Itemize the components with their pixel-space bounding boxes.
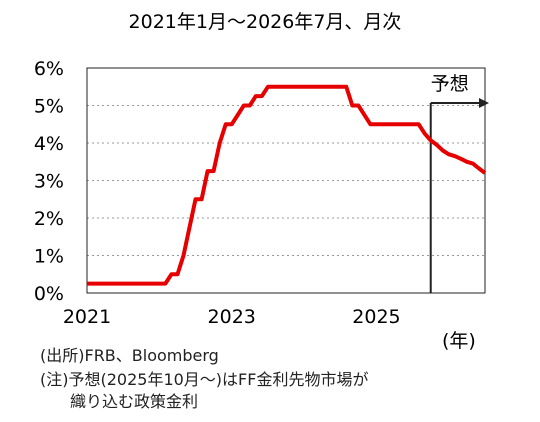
footnote-line-1: (注)予想(2025年10月～)はFF金利先物市場が [40, 370, 369, 389]
y-tick-label: 6% [34, 58, 64, 80]
x-tick-label: 2025 [352, 306, 400, 328]
y-tick-label: 3% [34, 171, 64, 193]
y-tick-label: 2% [34, 208, 64, 230]
gridlines [87, 105, 485, 256]
y-tick-label: 4% [34, 133, 64, 155]
footnote-line-2: 織り込む政策金利 [70, 392, 199, 411]
forecast-label: 予想 [431, 73, 469, 95]
y-tick-label: 1% [34, 246, 64, 268]
y-tick-label: 5% [34, 96, 64, 118]
x-axis-unit-label: (年) [442, 330, 476, 352]
y-tick-label: 0% [34, 283, 64, 305]
x-axis-ticks: 2021 2023 2025 [63, 306, 401, 328]
x-tick-label: 2023 [208, 306, 256, 328]
x-tick-label: 2021 [63, 306, 111, 328]
y-axis-ticks: 0% 1% 2% 3% 4% 5% 6% [34, 58, 64, 305]
source-note: (出所)FRB、Bloomberg [40, 346, 219, 365]
chart-title: 2021年1月～2026年7月、月次 [129, 11, 402, 33]
policy-rate-line [87, 84, 487, 286]
plot-frame [86, 67, 486, 294]
